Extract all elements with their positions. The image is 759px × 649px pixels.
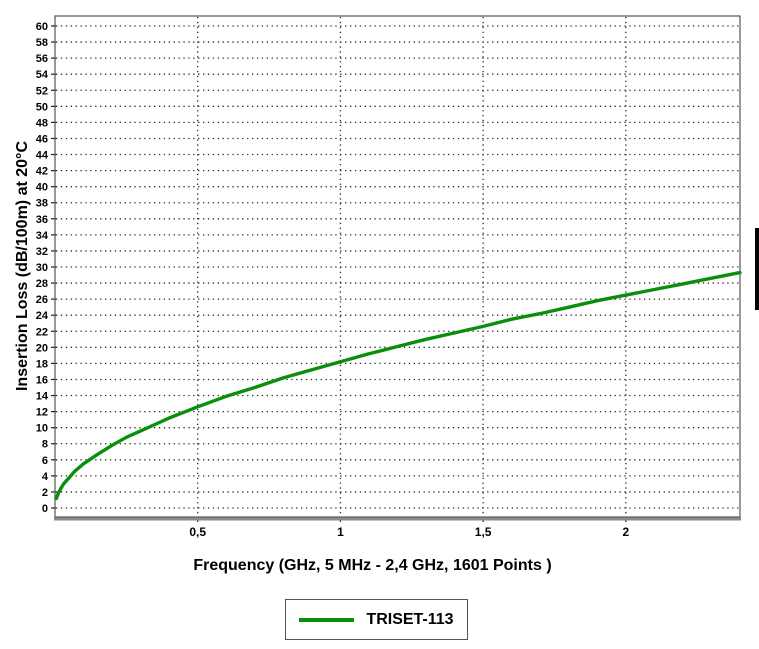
legend-label: TRISET-113 xyxy=(366,610,454,628)
y-tick-label: 4 xyxy=(42,471,49,483)
y-tick-label: 10 xyxy=(36,423,48,435)
y-tick-label: 2 xyxy=(42,487,48,499)
legend: TRISET-113 xyxy=(285,599,468,640)
plot-border xyxy=(54,15,741,518)
y-tick-label: 58 xyxy=(36,37,48,49)
y-tick-label: 54 xyxy=(36,69,49,81)
y-tick-label: 40 xyxy=(36,182,48,194)
y-tick-label: 52 xyxy=(36,85,48,97)
y-tick-label: 24 xyxy=(36,310,49,322)
y-tick-label: 38 xyxy=(36,198,48,210)
y-tick-label: 46 xyxy=(36,133,48,145)
y-tick-label: 22 xyxy=(36,326,48,338)
y-tick-label: 8 xyxy=(42,439,48,451)
y-tick-label: 50 xyxy=(36,101,48,113)
y-tick-label: 30 xyxy=(36,262,48,274)
right-edge-bar xyxy=(755,228,759,310)
y-tick-label: 0 xyxy=(42,503,48,515)
x-tick-label: 1,5 xyxy=(475,525,492,539)
series-line xyxy=(54,270,742,501)
y-tick-label: 42 xyxy=(36,166,48,178)
y-tick-label: 34 xyxy=(36,230,49,242)
plot-area: 0246810121416182022242628303234363840424… xyxy=(36,15,742,539)
y-tick-label: 48 xyxy=(36,117,48,129)
y-tick-label: 18 xyxy=(36,358,48,370)
y-tick-label: 12 xyxy=(36,407,48,419)
y-tick-label: 60 xyxy=(36,21,48,33)
y-tick-label: 56 xyxy=(36,53,48,65)
y-tick-label: 16 xyxy=(36,374,48,386)
y-tick-label: 6 xyxy=(42,455,48,467)
y-tick-label: 20 xyxy=(36,342,48,354)
y-tick-label: 44 xyxy=(36,150,49,162)
y-tick-label: 32 xyxy=(36,246,48,258)
y-tick-label: 28 xyxy=(36,278,48,290)
x-tick-label: 2 xyxy=(622,525,629,539)
y-tick-label: 14 xyxy=(36,391,49,403)
x-axis-title: Frequency (GHz, 5 MHz - 2,4 GHz, 1601 Po… xyxy=(193,557,552,574)
x-tick-label: 1 xyxy=(337,525,344,539)
y-tick-label: 26 xyxy=(36,294,48,306)
legend-line-swatch xyxy=(299,617,355,622)
y-tick-label: 36 xyxy=(36,214,48,226)
x-tick-label: 0,5 xyxy=(189,525,206,539)
